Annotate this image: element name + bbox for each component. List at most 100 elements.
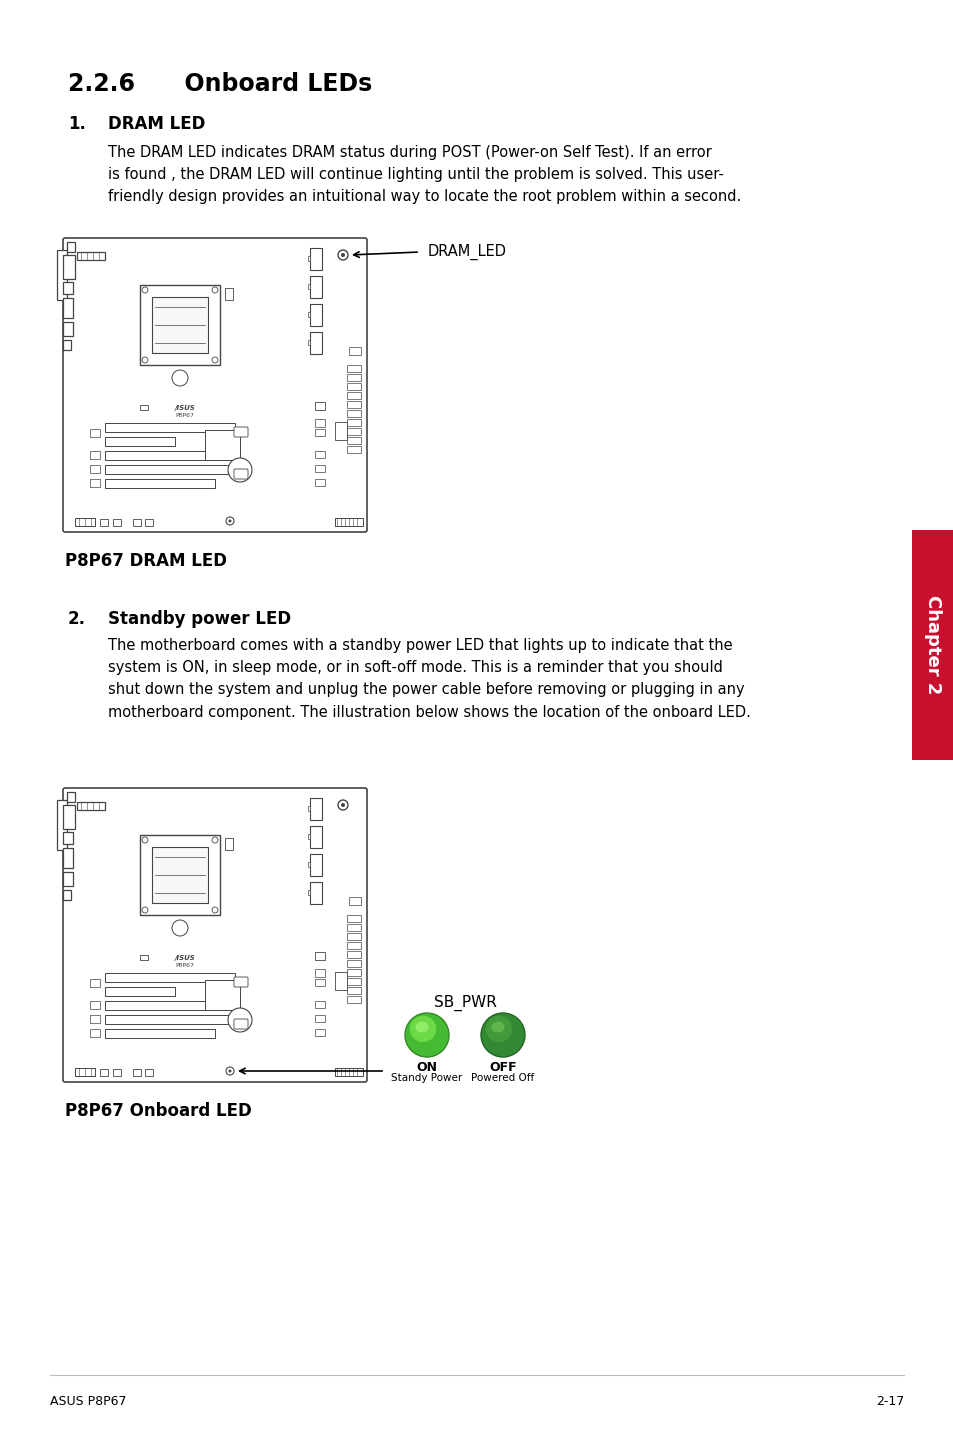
Bar xyxy=(335,1068,363,1076)
Bar xyxy=(335,518,363,526)
Bar xyxy=(314,979,325,986)
Bar xyxy=(105,437,174,446)
Bar xyxy=(308,834,310,838)
Bar xyxy=(63,833,73,844)
Ellipse shape xyxy=(485,1015,512,1043)
Bar xyxy=(308,312,310,316)
Bar xyxy=(132,519,141,526)
Bar xyxy=(347,942,360,949)
Bar xyxy=(105,452,234,460)
Text: P8P67 Onboard LED: P8P67 Onboard LED xyxy=(65,1102,252,1120)
Text: DRAM_LED: DRAM_LED xyxy=(428,244,506,260)
Ellipse shape xyxy=(480,1012,524,1057)
Bar xyxy=(63,805,75,828)
Bar xyxy=(63,890,71,900)
Bar xyxy=(57,800,67,850)
Bar xyxy=(310,798,322,820)
Bar xyxy=(314,403,325,410)
Bar xyxy=(67,242,75,252)
Bar xyxy=(314,429,325,436)
Bar xyxy=(112,1068,121,1076)
Bar xyxy=(335,972,347,989)
Bar xyxy=(132,1068,141,1076)
FancyBboxPatch shape xyxy=(233,427,248,437)
Bar xyxy=(105,1030,214,1038)
Bar xyxy=(90,429,100,437)
Bar xyxy=(140,406,148,410)
Bar xyxy=(308,283,310,289)
Bar xyxy=(308,861,310,867)
Text: P8P67: P8P67 xyxy=(174,963,193,968)
Bar xyxy=(347,401,360,408)
Bar xyxy=(347,383,360,390)
Bar xyxy=(90,1001,100,1009)
Bar xyxy=(90,479,100,487)
Bar xyxy=(77,802,105,810)
Bar xyxy=(347,925,360,930)
Bar xyxy=(205,430,240,460)
Bar xyxy=(310,247,322,270)
Text: 1.: 1. xyxy=(68,115,86,132)
Bar xyxy=(90,452,100,459)
Bar xyxy=(63,871,73,886)
Circle shape xyxy=(142,357,148,362)
Bar xyxy=(308,339,310,345)
Bar xyxy=(67,792,75,802)
FancyBboxPatch shape xyxy=(233,469,248,479)
Bar xyxy=(63,339,71,349)
Bar xyxy=(205,981,240,1009)
Bar xyxy=(145,519,152,526)
Bar xyxy=(347,429,360,436)
Bar xyxy=(310,854,322,876)
Bar xyxy=(145,1068,152,1076)
Bar xyxy=(335,421,347,440)
Circle shape xyxy=(212,837,218,843)
Bar xyxy=(347,951,360,958)
Bar xyxy=(140,955,148,961)
Bar xyxy=(314,418,325,427)
Bar xyxy=(63,322,73,336)
Ellipse shape xyxy=(410,1015,436,1043)
Bar xyxy=(911,531,953,761)
Bar xyxy=(347,365,360,372)
Bar xyxy=(105,974,234,982)
Text: 2.2.6      Onboard LEDs: 2.2.6 Onboard LEDs xyxy=(68,72,372,96)
Bar xyxy=(140,835,220,915)
FancyBboxPatch shape xyxy=(233,1020,248,1030)
Bar xyxy=(347,410,360,417)
Bar xyxy=(310,276,322,298)
Bar xyxy=(347,986,360,994)
Bar xyxy=(347,437,360,444)
Bar xyxy=(90,1030,100,1037)
Circle shape xyxy=(212,288,218,293)
Bar xyxy=(140,285,220,365)
Text: P8P67 DRAM LED: P8P67 DRAM LED xyxy=(65,552,227,569)
Bar xyxy=(105,423,234,431)
Bar xyxy=(63,298,73,318)
Bar xyxy=(314,952,325,961)
Text: ASUS P8P67: ASUS P8P67 xyxy=(50,1395,127,1408)
Text: 2.: 2. xyxy=(68,610,86,628)
Bar xyxy=(347,446,360,453)
Text: DRAM LED: DRAM LED xyxy=(108,115,205,132)
Text: SB_PWR: SB_PWR xyxy=(433,995,496,1011)
Bar xyxy=(63,848,73,869)
Bar xyxy=(347,933,360,940)
Bar xyxy=(347,374,360,381)
Circle shape xyxy=(340,253,345,257)
Bar xyxy=(77,252,105,260)
Bar xyxy=(308,807,310,811)
Text: Standy Power: Standy Power xyxy=(391,1073,462,1083)
Bar xyxy=(63,282,73,293)
Bar xyxy=(310,881,322,905)
Bar xyxy=(347,418,360,426)
Circle shape xyxy=(228,1008,252,1032)
Bar xyxy=(225,838,233,850)
Bar xyxy=(314,1030,325,1035)
Text: /ISUS: /ISUS xyxy=(174,406,195,411)
Bar xyxy=(152,298,208,352)
FancyBboxPatch shape xyxy=(63,239,367,532)
Text: The motherboard comes with a standby power LED that lights up to indicate that t: The motherboard comes with a standby pow… xyxy=(108,638,750,719)
Bar xyxy=(347,915,360,922)
Circle shape xyxy=(142,288,148,293)
